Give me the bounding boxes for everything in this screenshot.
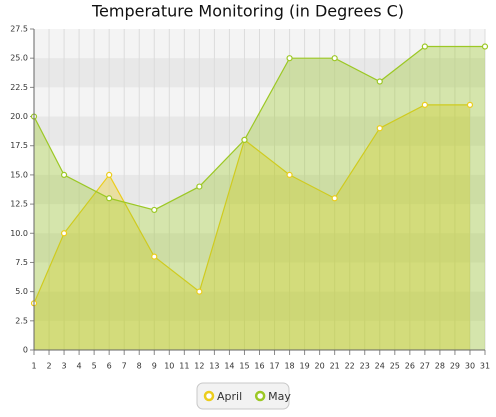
x-tick-label: 7 [122, 362, 127, 371]
y-tick-label: 2.5 [15, 316, 28, 325]
x-tick-label: 10 [164, 362, 174, 371]
x-tick-label: 20 [315, 362, 325, 371]
point [241, 136, 248, 143]
x-tick-label: 4 [77, 362, 82, 371]
chart-title: Temperature Monitoring (in Degrees C) [91, 2, 404, 21]
x-tick-label: 8 [137, 362, 142, 371]
x-tick-label: 27 [420, 362, 430, 371]
legend-symbol [203, 390, 215, 402]
legend-label: April [217, 390, 242, 403]
y-tick-label: 10.0 [10, 229, 28, 238]
point [421, 43, 428, 50]
point [60, 230, 68, 237]
point [286, 55, 293, 62]
y-tick-label: 0 [23, 346, 28, 355]
x-tick-label: 12 [194, 362, 204, 371]
point [196, 288, 203, 295]
x-tick-label: 29 [450, 362, 460, 371]
x-tick-label: 19 [300, 362, 310, 371]
y-tick-label: 17.5 [10, 141, 28, 150]
x-tick-label: 24 [375, 362, 385, 371]
x-tick-label: 18 [284, 362, 294, 371]
point [196, 183, 203, 190]
point [106, 195, 113, 202]
y-tick-label: 22.5 [10, 83, 28, 92]
x-tick-label: 14 [224, 362, 234, 371]
point [151, 206, 158, 214]
x-tick-label: 22 [345, 362, 355, 371]
x-tick-label: 15 [239, 362, 249, 371]
point [481, 43, 489, 50]
point [376, 78, 383, 85]
y-tick-label: 5.0 [15, 287, 28, 296]
x-tick-label: 2 [46, 362, 51, 371]
point [421, 101, 428, 108]
x-tick-label: 9 [152, 362, 157, 371]
y-tick-label: 12.5 [10, 200, 28, 209]
x-tick-label: 5 [92, 362, 97, 371]
y-tick-label: 7.5 [15, 258, 28, 267]
x-tick-label: 11 [179, 362, 189, 371]
y-tick-label: 27.5 [10, 25, 28, 34]
x-tick-label: 30 [465, 362, 475, 371]
area [34, 46, 485, 350]
x-tick-label: 25 [390, 362, 400, 371]
x-tick-label: 23 [360, 362, 370, 371]
legend-label: May [268, 390, 291, 403]
point [376, 125, 383, 132]
point [331, 195, 338, 202]
point [106, 171, 113, 179]
point [331, 55, 338, 62]
point [60, 171, 68, 179]
x-tick-label: 16 [254, 362, 264, 371]
legend-symbol [254, 390, 266, 402]
point [466, 101, 474, 108]
x-tick-label: 17 [269, 362, 279, 371]
x-tick-label: 1 [31, 362, 36, 371]
x-tick-label: 3 [62, 362, 67, 371]
area [34, 104, 470, 350]
y-tick-label: 15.0 [10, 170, 28, 179]
legend-box [196, 382, 290, 410]
x-tick-label: 31 [480, 362, 490, 371]
x-tick-label: 6 [107, 362, 112, 371]
y-tick-label: 20.0 [10, 112, 28, 121]
point [151, 253, 158, 260]
x-tick-label: 13 [209, 362, 219, 371]
point [286, 171, 293, 179]
y-tick-label: 25.0 [10, 54, 28, 63]
x-tick-label: 26 [405, 362, 415, 371]
x-tick-label: 28 [435, 362, 445, 371]
x-tick-label: 21 [330, 362, 340, 371]
